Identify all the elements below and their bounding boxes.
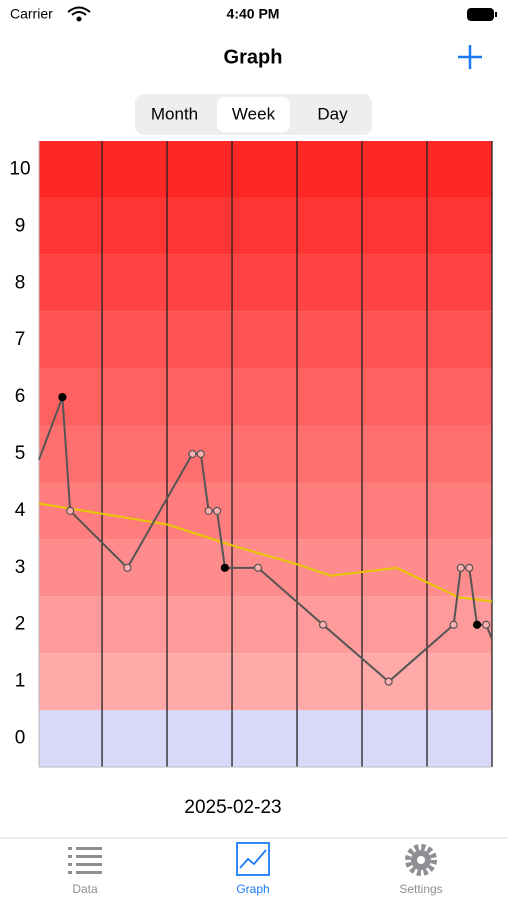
y-tick-label: 8 <box>15 272 26 293</box>
segment-selected <box>217 97 290 132</box>
y-tick-label: 10 <box>9 158 30 179</box>
point <box>196 449 205 459</box>
data-line <box>38 396 493 683</box>
y-tick-label: 7 <box>15 329 26 350</box>
point <box>204 506 213 516</box>
band <box>39 596 492 654</box>
point <box>465 563 474 572</box>
band <box>39 197 492 255</box>
band <box>39 141 492 198</box>
battery <box>467 8 494 21</box>
point <box>66 506 75 516</box>
point <box>253 563 263 572</box>
point <box>58 392 67 402</box>
carrier: Carrier <box>10 6 53 22</box>
band <box>39 653 492 711</box>
battery-tip <box>495 12 497 17</box>
y-tick-label: 2 <box>15 614 26 635</box>
band <box>39 710 492 767</box>
band <box>39 425 492 483</box>
clock: 4:40 PM <box>227 6 280 22</box>
segment[interactable]: Month <box>151 104 198 123</box>
point <box>123 563 132 572</box>
wifi-icon <box>67 6 91 22</box>
segment[interactable]: Week <box>232 104 276 123</box>
y-tick-label: 6 <box>15 386 26 407</box>
settings-tab-icon[interactable] <box>405 844 437 876</box>
tab-label[interactable]: Settings <box>399 882 442 896</box>
tab-label[interactable]: Graph <box>236 882 269 896</box>
y-tick-label: 1 <box>15 671 26 692</box>
point <box>318 620 328 629</box>
point <box>188 449 197 459</box>
graph-tab-icon[interactable] <box>236 842 270 876</box>
point <box>482 620 491 629</box>
segment[interactable]: Day <box>317 104 348 123</box>
band <box>39 368 492 426</box>
band <box>39 539 492 597</box>
y-tick-label: 4 <box>15 500 26 521</box>
band <box>39 311 492 369</box>
point <box>212 506 222 516</box>
point <box>384 677 393 686</box>
band <box>39 254 492 312</box>
nav-title: Graph <box>224 46 283 68</box>
point <box>456 563 465 572</box>
y-tick-label: 9 <box>15 215 26 236</box>
y-tick-label: 3 <box>15 557 26 578</box>
tab-label[interactable]: Data <box>72 882 98 896</box>
point <box>472 620 482 629</box>
data-tab-icon[interactable] <box>68 847 102 874</box>
date-label: 2025-02-23 <box>184 797 281 818</box>
average-line <box>38 502 493 603</box>
band <box>39 482 492 540</box>
add-button[interactable] <box>458 45 482 69</box>
y-tick-label: 0 <box>15 728 26 749</box>
y-tick-label: 5 <box>15 443 26 464</box>
point <box>220 563 229 572</box>
point <box>449 620 458 629</box>
